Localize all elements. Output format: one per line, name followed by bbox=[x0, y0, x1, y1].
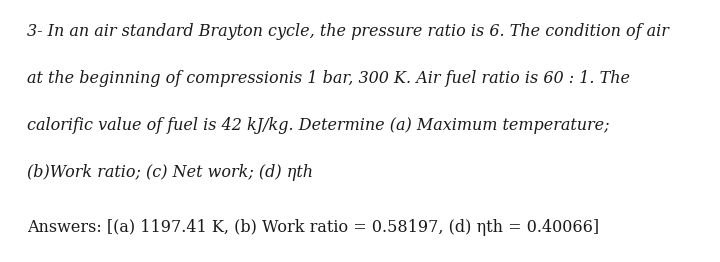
Text: at the beginning of compressionis 1 bar, 300 K. Air fuel ratio is 60 : 1. The: at the beginning of compressionis 1 bar,… bbox=[27, 70, 631, 87]
Text: calorific value of fuel is 42 kJ/kg. Determine (a) Maximum temperature;: calorific value of fuel is 42 kJ/kg. Det… bbox=[27, 117, 610, 134]
Text: (b)Work ratio; (c) Net work; (d) ηth: (b)Work ratio; (c) Net work; (d) ηth bbox=[27, 165, 313, 181]
Text: 3- In an air standard Brayton cycle, the pressure ratio is 6. The condition of a: 3- In an air standard Brayton cycle, the… bbox=[27, 23, 669, 40]
Text: Answers: [(a) 1197.41 K, (b) Work ratio = 0.58197, (d) ηth = 0.40066]: Answers: [(a) 1197.41 K, (b) Work ratio … bbox=[27, 220, 600, 236]
